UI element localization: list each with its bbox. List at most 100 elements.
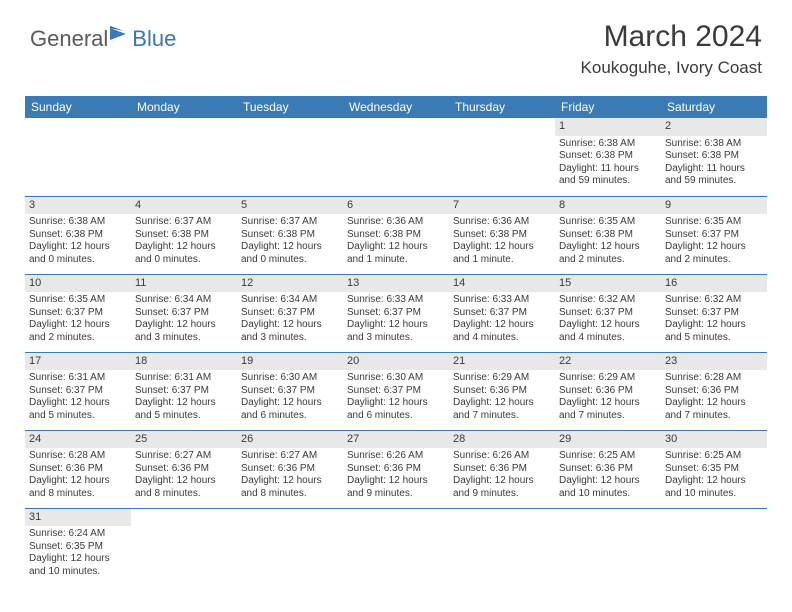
sunrise-text: Sunrise: 6:35 AM	[29, 294, 127, 307]
daylight-text: Daylight: 11 hours and 59 minutes.	[559, 163, 657, 188]
daylight-text: Daylight: 12 hours and 6 minutes.	[347, 397, 445, 422]
day-number: 12	[237, 275, 343, 293]
logo-text-2: Blue	[132, 26, 176, 52]
sunset-text: Sunset: 6:38 PM	[135, 229, 233, 242]
location: Koukoguhe, Ivory Coast	[581, 58, 762, 78]
day-details: Sunrise: 6:37 AMSunset: 6:38 PMDaylight:…	[237, 214, 343, 270]
sunrise-text: Sunrise: 6:38 AM	[665, 138, 763, 151]
calendar-day-cell: 4Sunrise: 6:37 AMSunset: 6:38 PMDaylight…	[131, 196, 237, 274]
calendar-day-cell: 16Sunrise: 6:32 AMSunset: 6:37 PMDayligh…	[661, 274, 767, 352]
sunrise-text: Sunrise: 6:36 AM	[453, 216, 551, 229]
daylight-text: Daylight: 12 hours and 3 minutes.	[347, 319, 445, 344]
day-number	[555, 509, 661, 527]
day-details: Sunrise: 6:26 AMSunset: 6:36 PMDaylight:…	[343, 448, 449, 504]
day-number: 11	[131, 275, 237, 293]
day-details: Sunrise: 6:38 AMSunset: 6:38 PMDaylight:…	[25, 214, 131, 270]
weekday-header: Tuesday	[237, 96, 343, 118]
weekday-header: Saturday	[661, 96, 767, 118]
day-number: 25	[131, 431, 237, 449]
sunset-text: Sunset: 6:38 PM	[559, 229, 657, 242]
daylight-text: Daylight: 12 hours and 1 minute.	[347, 241, 445, 266]
calendar-day-cell: 12Sunrise: 6:34 AMSunset: 6:37 PMDayligh…	[237, 274, 343, 352]
sunrise-text: Sunrise: 6:26 AM	[347, 450, 445, 463]
sunrise-text: Sunrise: 6:34 AM	[241, 294, 339, 307]
sunset-text: Sunset: 6:38 PM	[241, 229, 339, 242]
logo-flag-icon	[110, 20, 132, 46]
calendar-day-cell: 20Sunrise: 6:30 AMSunset: 6:37 PMDayligh…	[343, 352, 449, 430]
day-number: 30	[661, 431, 767, 449]
sunset-text: Sunset: 6:36 PM	[453, 463, 551, 476]
calendar-day-cell: 18Sunrise: 6:31 AMSunset: 6:37 PMDayligh…	[131, 352, 237, 430]
sunrise-text: Sunrise: 6:25 AM	[559, 450, 657, 463]
daylight-text: Daylight: 12 hours and 1 minute.	[453, 241, 551, 266]
sunrise-text: Sunrise: 6:26 AM	[453, 450, 551, 463]
header: General Blue March 2024 Koukoguhe, Ivory…	[0, 0, 792, 88]
day-number: 14	[449, 275, 555, 293]
calendar-table: Sunday Monday Tuesday Wednesday Thursday…	[25, 96, 767, 586]
daylight-text: Daylight: 12 hours and 3 minutes.	[241, 319, 339, 344]
sunrise-text: Sunrise: 6:35 AM	[665, 216, 763, 229]
day-details: Sunrise: 6:37 AMSunset: 6:38 PMDaylight:…	[131, 214, 237, 270]
sunrise-text: Sunrise: 6:28 AM	[29, 450, 127, 463]
sunset-text: Sunset: 6:37 PM	[453, 307, 551, 320]
daylight-text: Daylight: 12 hours and 5 minutes.	[135, 397, 233, 422]
calendar-week-row: 3Sunrise: 6:38 AMSunset: 6:38 PMDaylight…	[25, 196, 767, 274]
calendar-day-cell: 26Sunrise: 6:27 AMSunset: 6:36 PMDayligh…	[237, 430, 343, 508]
day-number: 7	[449, 197, 555, 215]
daylight-text: Daylight: 12 hours and 0 minutes.	[29, 241, 127, 266]
day-number: 26	[237, 431, 343, 449]
day-number: 2	[661, 118, 767, 136]
sunrise-text: Sunrise: 6:35 AM	[559, 216, 657, 229]
sunset-text: Sunset: 6:37 PM	[559, 307, 657, 320]
daylight-text: Daylight: 12 hours and 10 minutes.	[665, 475, 763, 500]
day-number	[343, 118, 449, 136]
sunset-text: Sunset: 6:37 PM	[29, 307, 127, 320]
calendar-day-cell: 24Sunrise: 6:28 AMSunset: 6:36 PMDayligh…	[25, 430, 131, 508]
sunrise-text: Sunrise: 6:30 AM	[347, 372, 445, 385]
calendar-day-cell: 22Sunrise: 6:29 AMSunset: 6:36 PMDayligh…	[555, 352, 661, 430]
daylight-text: Daylight: 12 hours and 0 minutes.	[241, 241, 339, 266]
weekday-header: Friday	[555, 96, 661, 118]
sunrise-text: Sunrise: 6:31 AM	[29, 372, 127, 385]
day-number: 9	[661, 197, 767, 215]
calendar-day-cell: 8Sunrise: 6:35 AMSunset: 6:38 PMDaylight…	[555, 196, 661, 274]
day-number: 17	[25, 353, 131, 371]
day-number: 10	[25, 275, 131, 293]
title-block: March 2024 Koukoguhe, Ivory Coast	[581, 20, 762, 78]
calendar-day-cell: 3Sunrise: 6:38 AMSunset: 6:38 PMDaylight…	[25, 196, 131, 274]
daylight-text: Daylight: 12 hours and 5 minutes.	[29, 397, 127, 422]
sunrise-text: Sunrise: 6:30 AM	[241, 372, 339, 385]
sunset-text: Sunset: 6:36 PM	[559, 463, 657, 476]
calendar-day-cell: 2Sunrise: 6:38 AMSunset: 6:38 PMDaylight…	[661, 118, 767, 196]
sunset-text: Sunset: 6:37 PM	[347, 307, 445, 320]
daylight-text: Daylight: 12 hours and 4 minutes.	[559, 319, 657, 344]
calendar-day-cell: 15Sunrise: 6:32 AMSunset: 6:37 PMDayligh…	[555, 274, 661, 352]
sunset-text: Sunset: 6:38 PM	[29, 229, 127, 242]
sunrise-text: Sunrise: 6:28 AM	[665, 372, 763, 385]
weekday-header: Monday	[131, 96, 237, 118]
day-details: Sunrise: 6:27 AMSunset: 6:36 PMDaylight:…	[131, 448, 237, 504]
sunset-text: Sunset: 6:36 PM	[453, 385, 551, 398]
daylight-text: Daylight: 12 hours and 9 minutes.	[347, 475, 445, 500]
sunset-text: Sunset: 6:35 PM	[29, 541, 127, 554]
calendar-day-cell: 9Sunrise: 6:35 AMSunset: 6:37 PMDaylight…	[661, 196, 767, 274]
day-details: Sunrise: 6:32 AMSunset: 6:37 PMDaylight:…	[555, 292, 661, 348]
daylight-text: Daylight: 12 hours and 8 minutes.	[29, 475, 127, 500]
calendar-day-cell: 5Sunrise: 6:37 AMSunset: 6:38 PMDaylight…	[237, 196, 343, 274]
sunset-text: Sunset: 6:38 PM	[665, 150, 763, 163]
sunset-text: Sunset: 6:36 PM	[665, 385, 763, 398]
sunrise-text: Sunrise: 6:31 AM	[135, 372, 233, 385]
sunrise-text: Sunrise: 6:37 AM	[241, 216, 339, 229]
sunrise-text: Sunrise: 6:38 AM	[29, 216, 127, 229]
daylight-text: Daylight: 12 hours and 7 minutes.	[665, 397, 763, 422]
calendar-day-cell: 14Sunrise: 6:33 AMSunset: 6:37 PMDayligh…	[449, 274, 555, 352]
day-number: 6	[343, 197, 449, 215]
day-details: Sunrise: 6:25 AMSunset: 6:36 PMDaylight:…	[555, 448, 661, 504]
day-number: 18	[131, 353, 237, 371]
day-number: 23	[661, 353, 767, 371]
sunset-text: Sunset: 6:36 PM	[241, 463, 339, 476]
sunrise-text: Sunrise: 6:32 AM	[559, 294, 657, 307]
day-number: 28	[449, 431, 555, 449]
day-number	[343, 509, 449, 527]
day-details: Sunrise: 6:30 AMSunset: 6:37 PMDaylight:…	[237, 370, 343, 426]
